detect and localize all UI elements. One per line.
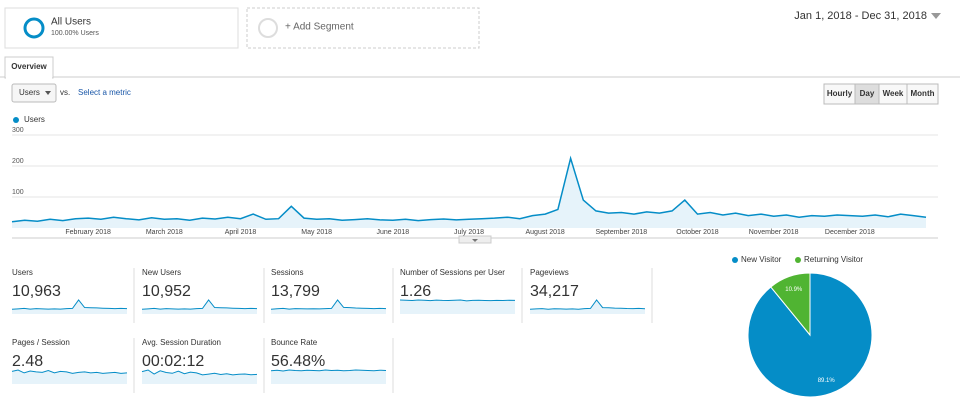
x-tick-label: September 2018 [595,229,647,236]
legend-label: Users [24,115,45,124]
scorecard-value: 2.48 [12,353,43,370]
metric-dropdown[interactable] [11,83,57,103]
scorecard-label: Sessions [271,268,303,277]
sparkline [141,299,258,310]
date-dropdown-arrow [931,13,941,19]
metric-dropdown-label: Users [19,88,40,97]
scorecard-value: 1.26 [400,283,431,300]
segment-icon [23,17,45,39]
legend-dot [795,257,801,263]
scorecard-value: 00:02:12 [142,353,204,370]
scorecard-label: New Users [142,268,181,277]
date-range[interactable]: Jan 1, 2018 - Dec 31, 2018 [794,10,927,22]
line-area [12,158,926,228]
scorecard-label: Number of Sessions per User [400,268,505,277]
vs-label: vs. [60,88,70,97]
segment-box[interactable] [4,7,239,49]
scorecard-value: 56.48% [271,353,325,370]
y-tick-label: 300 [12,127,24,134]
sparkline-area [530,300,645,314]
sparkline-area [142,370,257,384]
add-segment-box[interactable] [246,7,480,49]
dropdown-arrow [45,91,51,95]
tab-cover [6,76,52,79]
sparkline [270,369,387,372]
x-tick-label: October 2018 [676,229,719,236]
scorecard-label: Users [12,268,33,277]
pie-slice [770,272,811,337]
scorecard-value: 34,217 [530,283,579,300]
x-tick-label: July 2018 [454,229,484,236]
scorecard-label: Avg. Session Duration [142,338,221,347]
x-tick-label: December 2018 [825,229,875,236]
x-tick-label: March 2018 [146,229,183,236]
granularity-label: Week [883,89,904,98]
scorecard-value: 10,952 [142,283,191,300]
scorecard-label: Pageviews [530,268,569,277]
sparkline-area [400,300,515,314]
legend-dot [13,117,19,123]
granularity-label: Month [911,89,935,98]
x-tick-label: April 2018 [225,229,257,236]
y-tick-label: 200 [12,158,24,165]
segment-title: All Users [51,17,91,28]
x-tick-label: February 2018 [65,229,111,236]
scorecard-label: Bounce Rate [271,338,318,347]
sparkline [11,369,128,374]
sparkline-area [12,370,127,384]
scorecard-value: 13,799 [271,283,320,300]
sparkline-area [271,300,386,314]
x-tick-label: May 2018 [301,229,332,236]
y-tick-label: 100 [12,189,24,196]
sparkline [270,299,387,310]
sparkline [11,299,128,310]
granularity-button[interactable] [906,83,939,105]
segment-subtitle: 100.00% Users [51,30,99,37]
sparkline-area [12,300,127,314]
granularity-label: Hourly [827,89,853,98]
sparkline [141,369,258,376]
x-tick-label: August 2018 [526,229,565,236]
sparkline-area [142,300,257,314]
pie-label: 89.1% [818,378,836,384]
legend-dot [732,257,738,263]
legend-label: Returning Visitor [804,255,863,264]
select-metric[interactable]: Select a metric [78,88,131,97]
scorecard-label: Pages / Session [12,338,70,347]
granularity-label: Day [860,89,875,98]
sparkline [529,299,646,310]
chart-handle-arrow [472,239,478,242]
add-segment: + Add Segment [285,22,354,33]
x-tick-label: November 2018 [749,229,799,236]
add-segment-icon [258,18,278,38]
sparkline-area [271,370,386,384]
line [11,155,927,223]
sparkline [399,299,516,302]
pie-label: 10.9% [785,287,803,293]
x-tick-label: June 2018 [376,229,409,236]
scorecard-value: 10,963 [12,283,61,300]
tab-label: Overview [11,62,47,71]
legend-label: New Visitor [741,255,782,264]
